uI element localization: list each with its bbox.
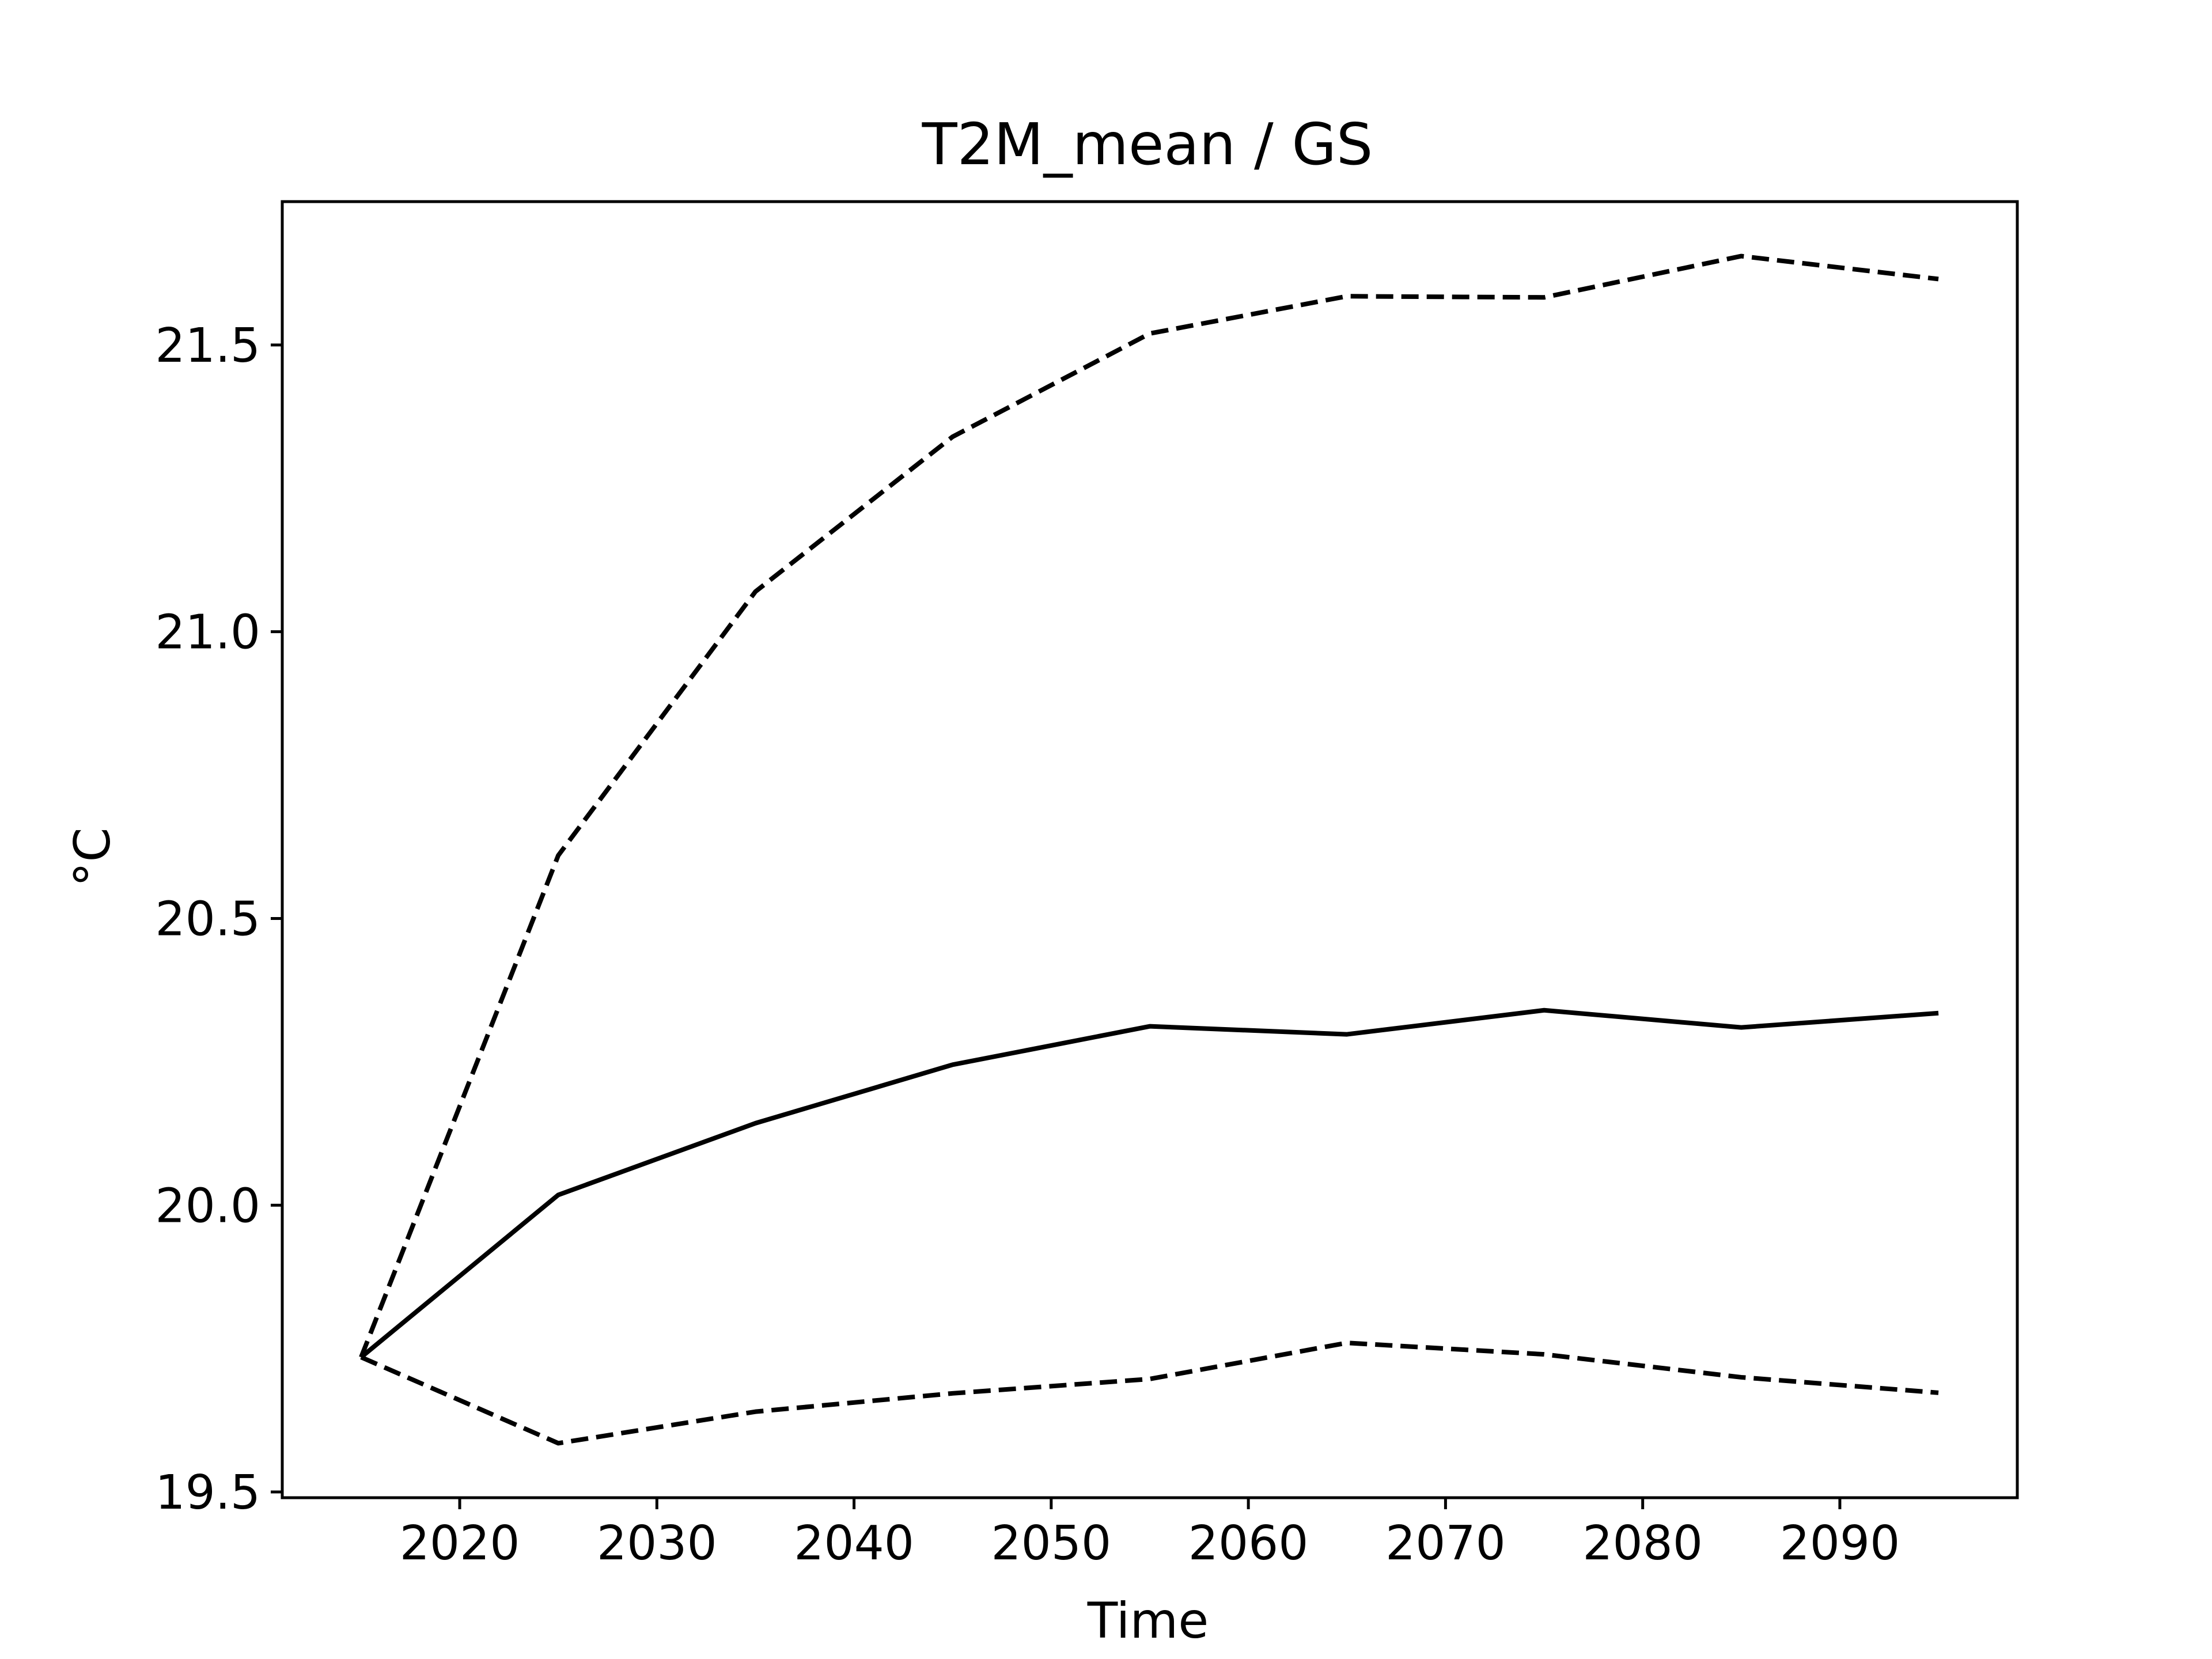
y-tick-label: 21.5	[155, 319, 260, 373]
y-tick-label: 20.0	[155, 1179, 260, 1233]
y-axis-label: °C	[64, 827, 122, 887]
y-axis-ticks: 19.5 20.0 20.5 21.0 21.5	[155, 319, 282, 1520]
y-tick-label: 20.5	[155, 892, 260, 946]
x-tick-label: 2090	[1780, 1516, 1900, 1571]
series-line-2	[359, 1007, 1939, 1359]
plot-series	[359, 253, 1939, 1446]
x-tick-label: 2060	[1188, 1516, 1309, 1571]
x-tick-label: 2070	[1385, 1516, 1506, 1571]
x-tick-label: 2030	[597, 1516, 717, 1571]
x-tick-label: 2080	[1582, 1516, 1703, 1571]
plot-frame	[281, 200, 2019, 1499]
x-axis-ticks: 2020 2030 2040 2050 2060 2070 2080 2090	[400, 1498, 1900, 1571]
y-tick-label: 21.0	[155, 605, 260, 660]
chart-title: T2M_mean / GS	[922, 111, 1373, 178]
x-tick-label: 2040	[794, 1516, 914, 1571]
y-tick-label: 19.5	[155, 1465, 260, 1520]
x-axis-label: Time	[1087, 1592, 1209, 1650]
x-tick-label: 2050	[991, 1516, 1112, 1571]
series-line-1	[359, 253, 1939, 1358]
x-tick-label: 2020	[400, 1516, 520, 1571]
series-line-3	[360, 1340, 1939, 1446]
